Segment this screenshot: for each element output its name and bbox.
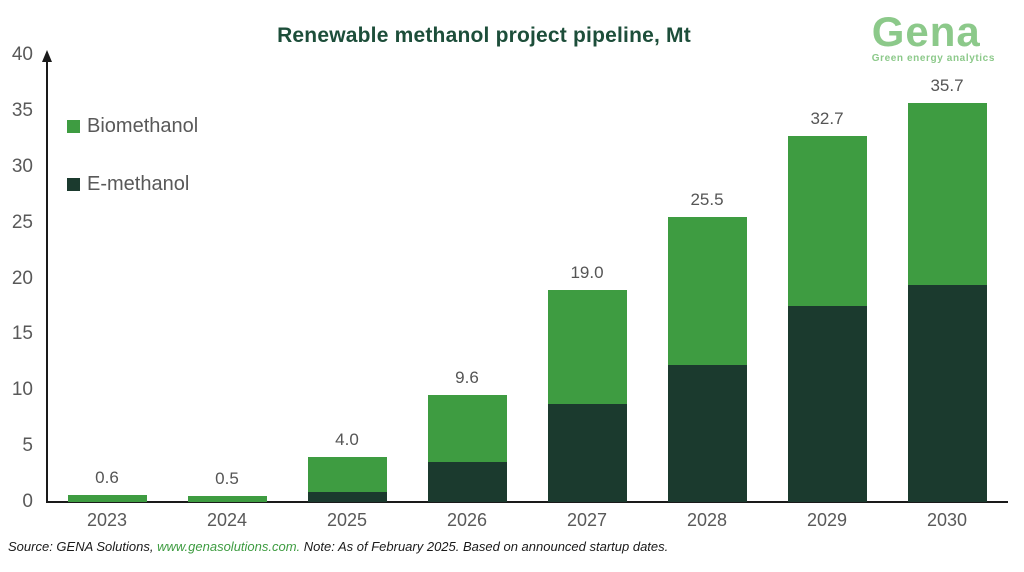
bar-segment-biomethanol [67,495,147,502]
bar-segment-biomethanol [667,217,747,365]
x-tick-label: 2027 [566,510,608,530]
x-tick-label: 2024 [206,510,248,530]
y-tick-label: 5 [22,435,33,457]
y-axis-line [46,60,48,503]
bar-segment-e-methanol [787,306,867,502]
bar-segment-e-methanol [907,285,987,502]
logo-wordmark: Gena [871,8,981,55]
source-text: Source: GENA Solutions, [8,539,158,554]
y-tick-label: 35 [11,99,33,121]
y-axis-arrow-icon [42,50,52,62]
source-link[interactable]: www.genasolutions.com. [157,539,301,554]
legend-label: Biomethanol [87,115,199,137]
bar-total-label: 0.6 [95,468,119,487]
x-tick-label: 2030 [926,510,968,530]
gena-logo: Gena Green energy analytics [871,8,995,65]
bar-segment-biomethanol [787,136,867,306]
bar-segment-biomethanol [307,457,387,492]
legend-item-e-methanol: E-methanol [67,173,198,196]
logo-tagline: Green energy analytics [871,53,995,64]
y-tick-label: 0 [22,491,33,512]
y-tick-label: 15 [11,323,33,345]
bar-segment-e-methanol [667,365,747,502]
bar-segment-biomethanol [907,103,987,285]
bar-segment-e-methanol [427,462,507,502]
bar-total-label: 25.5 [690,190,724,209]
y-tick-label: 30 [11,155,33,177]
x-tick-label: 2029 [806,510,848,530]
y-tick-label: 10 [11,379,33,401]
x-axis-line [46,501,1008,503]
legend-label: E-methanol [87,173,190,195]
bar-total-label: 9.6 [455,368,479,387]
y-tick-label: 25 [11,211,33,233]
e-methanol-swatch-icon [67,178,80,191]
bar-total-label: 32.7 [810,109,844,128]
source-note: Source: GENA Solutions, www.genasolution… [8,539,668,554]
bar-total-label: 4.0 [335,430,359,449]
bar-segment-e-methanol [307,492,387,502]
y-tick-label: 40 [11,44,33,65]
y-tick-label: 20 [11,267,33,289]
legend: Biomethanol E-methanol [67,115,198,231]
x-tick-label: 2028 [686,510,728,530]
bar-segment-biomethanol [547,290,627,404]
bar-total-label: 19.0 [570,263,604,282]
bar-total-label: 35.7 [930,76,964,95]
bar-segment-biomethanol [427,395,507,462]
bar-total-label: 0.5 [215,469,239,488]
page-title: Renewable methanol project pipeline, Mt [277,24,691,47]
x-tick-label: 2025 [326,510,368,530]
bar-segment-e-methanol [547,404,627,502]
legend-item-biomethanol: Biomethanol [67,115,198,138]
source-note-text: Note: As of February 2025. Based on anno… [300,539,669,554]
bar-segment-biomethanol [187,496,267,502]
x-tick-label: 2023 [86,510,128,530]
x-tick-label: 2026 [446,510,488,530]
biomethanol-swatch-icon [67,120,80,133]
